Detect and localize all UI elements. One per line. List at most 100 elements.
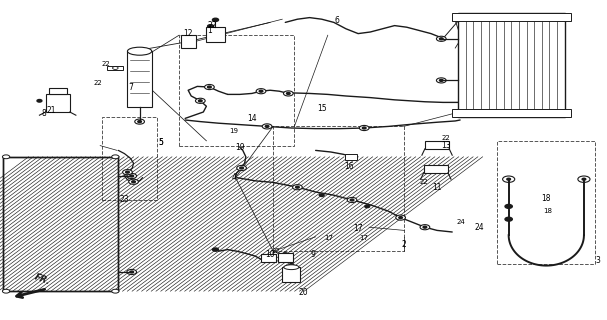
Circle shape xyxy=(186,45,191,48)
Circle shape xyxy=(289,264,294,266)
Circle shape xyxy=(138,121,141,123)
Text: 18: 18 xyxy=(544,208,552,214)
Text: 24: 24 xyxy=(457,220,466,225)
Circle shape xyxy=(296,186,299,188)
Bar xyxy=(3,157,118,291)
Text: 8: 8 xyxy=(41,109,46,118)
Circle shape xyxy=(132,181,135,183)
Text: 11: 11 xyxy=(432,183,442,192)
Circle shape xyxy=(423,226,427,228)
Bar xyxy=(282,267,300,282)
Circle shape xyxy=(208,86,211,88)
Text: 24: 24 xyxy=(475,223,484,232)
Circle shape xyxy=(130,271,134,273)
Text: 22: 22 xyxy=(272,248,280,254)
Bar xyxy=(127,51,152,107)
Circle shape xyxy=(262,124,272,129)
Circle shape xyxy=(127,173,137,179)
Text: 7: 7 xyxy=(128,84,133,92)
Bar xyxy=(452,13,571,21)
Text: 13: 13 xyxy=(441,141,451,150)
Circle shape xyxy=(283,91,293,96)
Circle shape xyxy=(365,205,370,208)
Bar xyxy=(181,35,196,48)
Text: 21: 21 xyxy=(47,106,56,115)
Text: 1: 1 xyxy=(207,26,212,35)
Text: 15: 15 xyxy=(317,104,327,113)
Circle shape xyxy=(198,100,202,102)
Circle shape xyxy=(37,100,42,102)
Circle shape xyxy=(55,90,61,93)
Text: 18: 18 xyxy=(541,194,551,203)
Circle shape xyxy=(453,16,459,19)
Text: 6: 6 xyxy=(334,16,339,25)
Circle shape xyxy=(359,125,369,131)
Bar xyxy=(497,141,595,264)
Circle shape xyxy=(256,89,266,94)
Bar xyxy=(424,165,448,173)
Text: 3: 3 xyxy=(595,256,600,265)
Circle shape xyxy=(259,90,263,92)
Bar xyxy=(273,126,404,251)
Text: 17: 17 xyxy=(325,236,333,241)
Text: 14: 14 xyxy=(247,114,257,123)
Circle shape xyxy=(453,114,459,117)
Circle shape xyxy=(205,84,214,90)
Text: 16: 16 xyxy=(344,162,354,171)
Circle shape xyxy=(347,197,357,203)
Text: 12: 12 xyxy=(183,29,193,38)
Circle shape xyxy=(265,125,269,127)
Circle shape xyxy=(578,176,590,182)
Circle shape xyxy=(237,165,246,171)
Text: FR.: FR. xyxy=(33,272,52,286)
Bar xyxy=(49,88,67,94)
Text: 5: 5 xyxy=(158,138,163,147)
Circle shape xyxy=(112,289,119,293)
Circle shape xyxy=(2,155,10,159)
Circle shape xyxy=(555,16,561,19)
Text: 20: 20 xyxy=(299,288,308,297)
Text: 22: 22 xyxy=(208,21,217,30)
Circle shape xyxy=(282,253,288,256)
Bar xyxy=(3,157,118,291)
Circle shape xyxy=(112,155,119,159)
Circle shape xyxy=(439,38,443,40)
Circle shape xyxy=(212,248,219,251)
Bar xyxy=(102,117,157,200)
Circle shape xyxy=(129,179,138,184)
Circle shape xyxy=(195,98,205,103)
Circle shape xyxy=(505,204,512,208)
Circle shape xyxy=(439,79,443,81)
Text: 19: 19 xyxy=(229,128,238,134)
Circle shape xyxy=(555,114,561,117)
Circle shape xyxy=(127,269,137,275)
Bar xyxy=(46,94,70,112)
Bar xyxy=(458,13,565,117)
Circle shape xyxy=(427,144,432,146)
Circle shape xyxy=(503,176,515,182)
Circle shape xyxy=(399,217,402,219)
Text: 22: 22 xyxy=(94,80,103,85)
Circle shape xyxy=(420,225,430,230)
Circle shape xyxy=(505,217,512,221)
Text: 17: 17 xyxy=(360,236,368,241)
Text: 22: 22 xyxy=(442,135,450,140)
Bar xyxy=(425,141,449,149)
Circle shape xyxy=(319,194,324,196)
Circle shape xyxy=(350,199,354,201)
Circle shape xyxy=(123,170,132,175)
Circle shape xyxy=(287,92,290,94)
Bar xyxy=(345,154,357,160)
Circle shape xyxy=(362,127,366,129)
Circle shape xyxy=(293,185,302,190)
Bar xyxy=(179,35,294,146)
Circle shape xyxy=(436,36,446,41)
Circle shape xyxy=(208,25,214,28)
Text: 17: 17 xyxy=(353,224,363,233)
Ellipse shape xyxy=(284,265,299,269)
Text: 22: 22 xyxy=(102,60,110,67)
Circle shape xyxy=(507,178,510,180)
Bar xyxy=(107,66,123,70)
Circle shape xyxy=(240,167,243,169)
Text: 5: 5 xyxy=(158,138,163,147)
